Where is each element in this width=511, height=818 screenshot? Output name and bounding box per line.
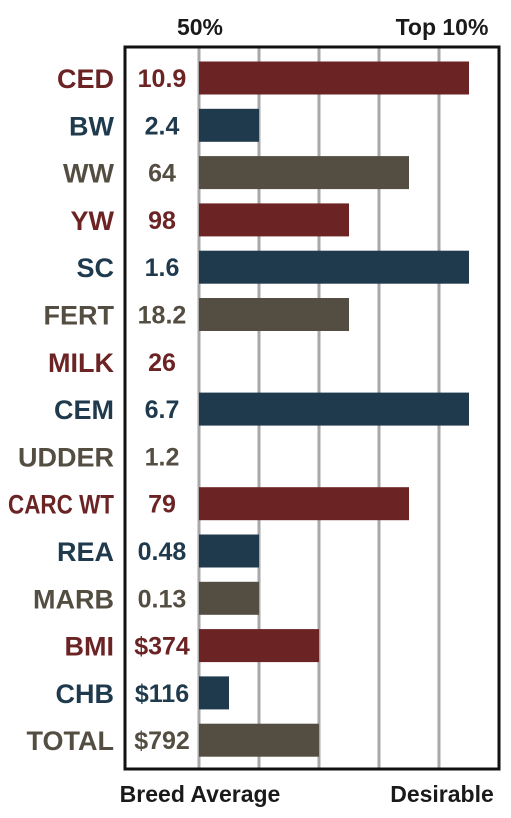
bar-yw: [199, 203, 349, 237]
bar-total: [199, 723, 319, 757]
label-layer: CED 10.9 BW 2.4 WW 64 YW 98 SC 1.6 FERT 18.2 MILK 26 C…: [8, 64, 190, 756]
value-label: $116: [135, 680, 189, 708]
value-label: 6.7: [145, 396, 180, 424]
bar-sc: [199, 250, 469, 284]
value-label: 79: [148, 491, 176, 519]
value-label: 98: [148, 207, 176, 235]
trait-label: CED: [57, 64, 114, 94]
trait-label: WW: [63, 159, 114, 189]
value-label: 26: [148, 349, 176, 377]
trait-label: YW: [71, 206, 115, 236]
trait-label: CHB: [56, 679, 115, 709]
bar-cem: [199, 392, 469, 426]
trait-label: BMI: [65, 632, 115, 662]
trait-label: CEM: [54, 395, 114, 425]
top-right-label: Top 10%: [396, 14, 489, 40]
value-label: 1.6: [145, 254, 180, 282]
bar-carc-wt: [199, 487, 409, 521]
value-label: $792: [134, 727, 190, 755]
bar-layer: [199, 61, 469, 757]
bottom-left-label: Breed Average: [120, 781, 281, 807]
bar-ww: [199, 156, 409, 190]
value-label: 2.4: [145, 112, 180, 140]
value-label: 0.13: [138, 585, 187, 613]
bar-rea: [199, 534, 259, 568]
value-label: 0.48: [138, 538, 187, 566]
top-left-label: 50%: [177, 14, 223, 40]
value-label: 1.2: [145, 443, 180, 471]
bar-ced: [199, 61, 469, 95]
trait-label: FERT: [44, 301, 115, 331]
trait-label: REA: [57, 537, 114, 567]
trait-label: SC: [76, 253, 114, 283]
value-label: 64: [148, 160, 176, 188]
trait-label: TOTAL: [27, 726, 115, 756]
trait-label: BW: [69, 111, 114, 141]
trait-label: CARC WT: [8, 490, 114, 520]
value-label: $374: [134, 633, 190, 661]
value-label: 18.2: [138, 302, 187, 330]
bottom-right-label: Desirable: [390, 781, 494, 807]
bar-marb: [199, 581, 259, 615]
bar-bw: [199, 108, 259, 142]
trait-label: MILK: [48, 348, 114, 378]
chart-frame: [123, 45, 501, 771]
bar-chb: [199, 676, 229, 710]
trait-label: MARB: [33, 584, 114, 614]
trait-label: UDDER: [18, 442, 114, 472]
value-label: 10.9: [138, 65, 187, 93]
bar-bmi: [199, 629, 319, 663]
bar-fert: [199, 298, 349, 331]
